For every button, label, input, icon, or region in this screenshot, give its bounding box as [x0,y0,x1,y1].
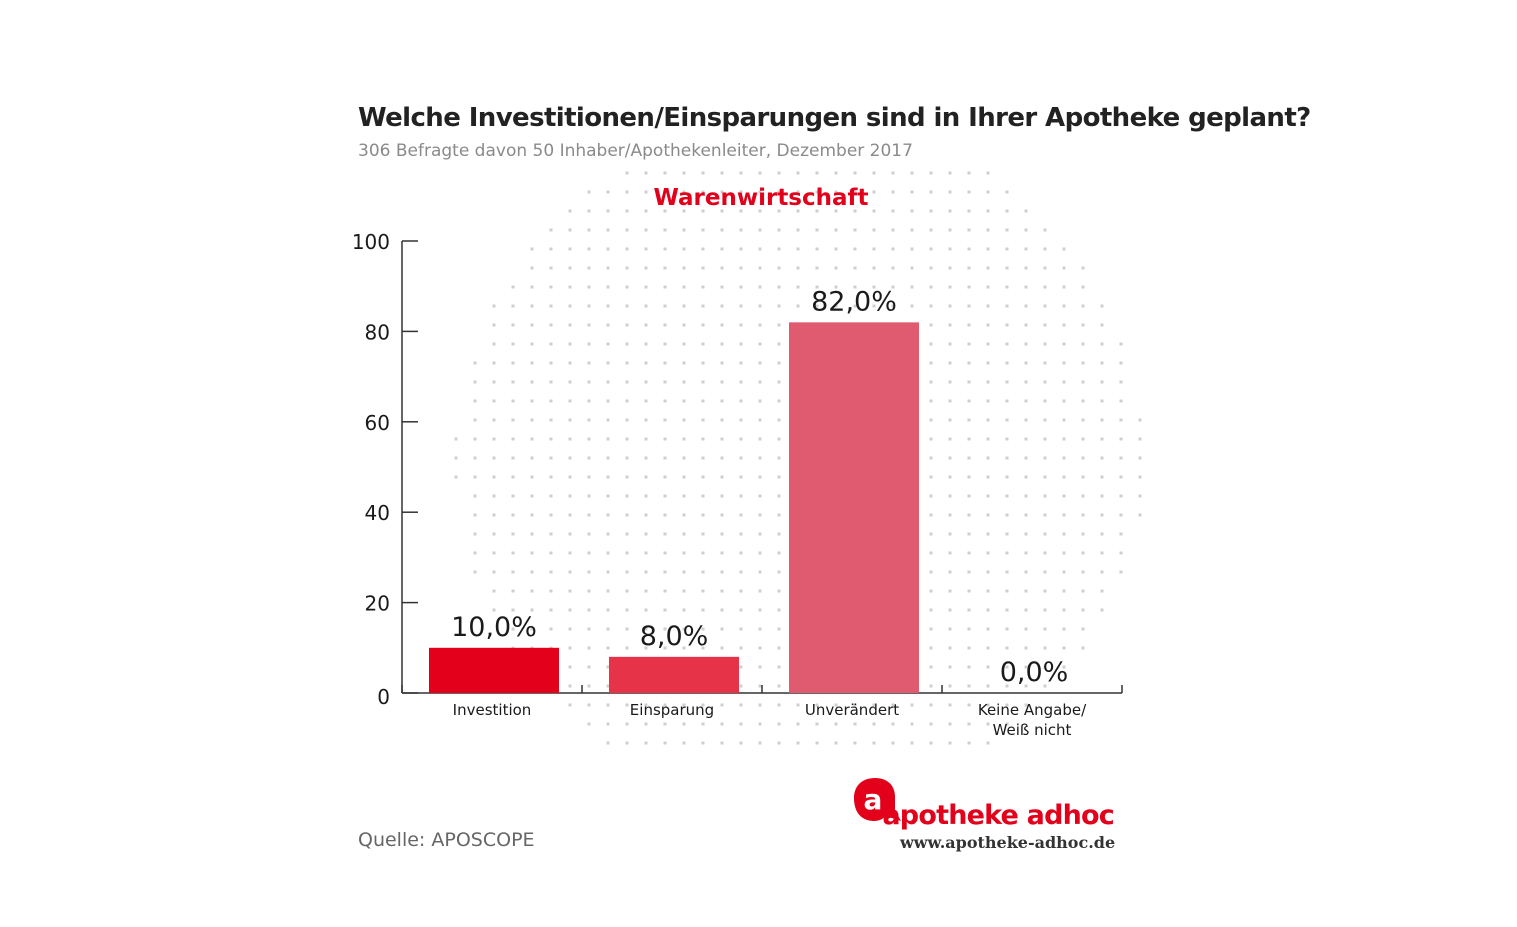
brand-url[interactable]: www.apotheke-adhoc.de [900,833,1116,852]
x-category-label: Einsparung [630,701,714,719]
bar [789,322,919,693]
y-tick-label: 20 [365,592,390,616]
bar-value-label: 10,0% [451,612,537,643]
apotheke-adhoc-logo[interactable]: a apotheke adhoc [850,776,1114,830]
chart-bars: 10,0% Investition 8,0% Einsparung 82,0% Unver… [429,286,1087,739]
x-category-label: Weiß nicht [993,721,1072,739]
logo-a-icon [854,778,901,821]
x-category-label: Investition [453,701,532,719]
chart-title: Warenwirtschaft [653,185,868,211]
page-subtitle: 306 Befragte davon 50 Inhaber/Apothekenl… [358,141,913,161]
bar [429,647,559,693]
y-tick-label: 100 [352,230,390,254]
source-note: Quelle: APOSCOPE [358,829,535,851]
y-tick-label: 40 [365,501,390,525]
bar-value-label: 0,0% [1000,657,1069,688]
y-tick-label: 60 [365,411,390,435]
chart-axes: 0 20 40 60 80 100 [352,230,1123,709]
x-category-label: Unverändert [805,701,899,719]
bar-value-label: 82,0% [811,286,897,317]
bar-value-label: 8,0% [640,621,709,652]
bar [609,656,739,693]
y-tick-label: 0 [377,685,390,709]
x-category-label: Keine Angabe/ [978,701,1087,719]
y-tick-label: 80 [365,320,390,344]
logo-wordmark: apotheke adhoc [882,800,1114,830]
page-title: Welche Investitionen/Einsparungen sind i… [358,103,1311,133]
logo-letter: a [864,783,883,816]
